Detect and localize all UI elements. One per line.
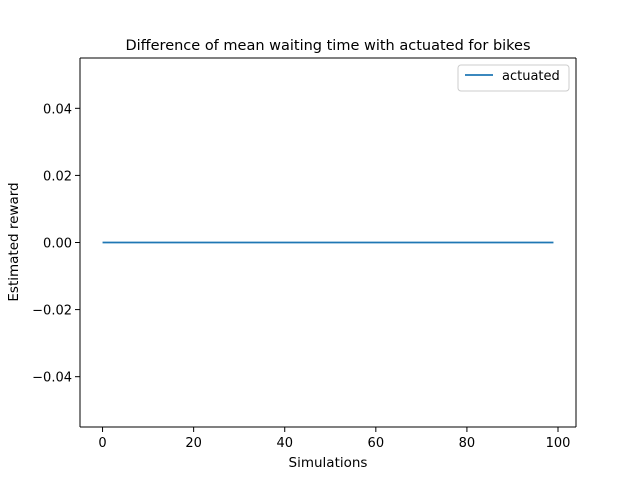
- axes-frame: [79, 57, 577, 428]
- x-tick-label: 100: [546, 436, 571, 451]
- y-tick-label: 0.04: [43, 102, 72, 117]
- y-tick-label: −0.04: [32, 371, 72, 386]
- y-tick-label: −0.02: [32, 304, 72, 319]
- chart-title: Difference of mean waiting time with act…: [125, 38, 530, 54]
- x-axis-ticks: 0 20 40 60 80 100: [98, 427, 570, 451]
- y-axis-ticks: −0.04 −0.02 0.00 0.02 0.04: [32, 102, 80, 386]
- x-axis-label: Simulations: [289, 455, 368, 471]
- x-tick-label: 40: [276, 436, 293, 451]
- y-axis-label: Estimated reward: [6, 182, 22, 301]
- x-tick-label: 0: [98, 436, 106, 451]
- legend-frame: [457, 64, 570, 92]
- legend: actuated: [457, 64, 570, 92]
- legend-label-actuated: actuated: [502, 69, 560, 84]
- x-tick-label: 60: [368, 436, 385, 451]
- x-tick-label: 80: [459, 436, 476, 451]
- y-tick-label: 0.02: [43, 169, 72, 184]
- y-tick-label: 0.00: [43, 237, 72, 252]
- x-tick-label: 20: [185, 436, 202, 451]
